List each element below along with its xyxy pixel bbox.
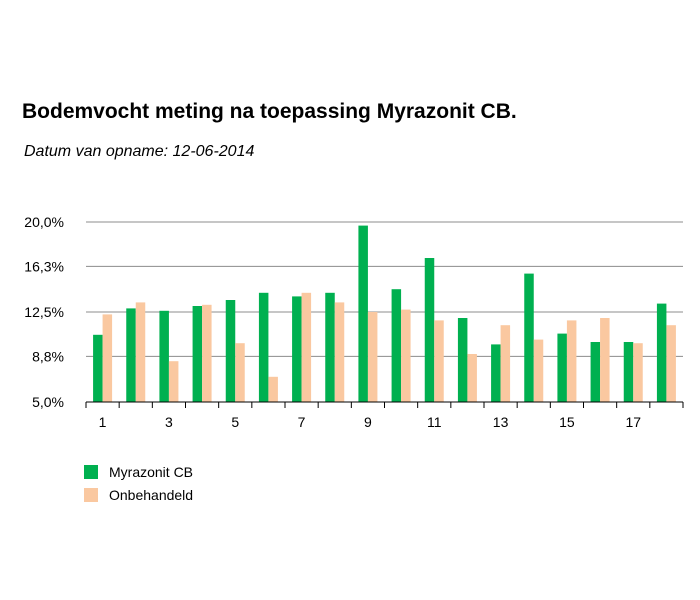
bar-series-2 bbox=[666, 325, 676, 402]
bar-series-1 bbox=[159, 310, 169, 402]
y-tick-label: 20,0% bbox=[24, 214, 64, 230]
legend-swatch-series-2 bbox=[84, 487, 98, 502]
bar-series-2 bbox=[633, 343, 643, 402]
bar-series-1 bbox=[292, 296, 302, 402]
y-tick-label: 16,3% bbox=[24, 258, 64, 274]
bar-series-1 bbox=[325, 292, 335, 402]
x-tick-labels: 1 3 5 7 9 11 13 15 17 bbox=[99, 414, 642, 430]
bar-series-2 bbox=[334, 302, 345, 402]
chart-title: Bodemvocht meting na toepassing Myrazoni… bbox=[22, 100, 517, 123]
bar-series-2 bbox=[135, 302, 146, 402]
x-tick-label: 13 bbox=[493, 414, 509, 430]
bar-series-1 bbox=[126, 308, 136, 402]
x-tick-label: 15 bbox=[559, 414, 575, 430]
legend-label-series-2: Onbehandeld bbox=[109, 486, 194, 503]
bar-series-2 bbox=[434, 320, 444, 402]
x-tick-label: 5 bbox=[231, 414, 239, 430]
bar-series-2 bbox=[566, 320, 577, 402]
x-tick-label: 11 bbox=[427, 414, 442, 430]
bar-series-1 bbox=[93, 334, 103, 402]
x-axis bbox=[85, 401, 684, 408]
legend-label-series-1: Myrazonit CB bbox=[109, 463, 194, 480]
legend-swatch-series-1 bbox=[84, 464, 98, 479]
x-tick-label: 1 bbox=[99, 414, 107, 430]
bar-series-2 bbox=[268, 376, 278, 402]
x-tick-label: 7 bbox=[298, 414, 306, 430]
y-tick-label: 5,0% bbox=[32, 394, 64, 410]
bar-series-2 bbox=[401, 309, 411, 402]
y-tick-label: 8,8% bbox=[32, 348, 64, 364]
bar-series-1 bbox=[491, 344, 501, 402]
bar-series-2 bbox=[102, 314, 113, 402]
bar-series-2 bbox=[367, 312, 378, 402]
y-tick-labels: 5,0% 8,8% 12,5% 16,3% 20,0% bbox=[24, 214, 64, 410]
bar-series-1 bbox=[424, 258, 435, 402]
bar-series-1 bbox=[258, 292, 269, 402]
x-tick-label: 9 bbox=[364, 414, 372, 430]
legend-item-series-1: Myrazonit CB bbox=[84, 460, 193, 483]
bar-series-2 bbox=[168, 361, 179, 402]
bar-series-1 bbox=[623, 342, 634, 402]
bar-series-2 bbox=[235, 343, 245, 402]
bar-series-1 bbox=[358, 225, 368, 402]
chart-subtitle: Datum van opname: 12-06-2014 bbox=[24, 143, 255, 160]
legend: Myrazonit CB Onbehandeld bbox=[84, 460, 193, 506]
x-tick-label: 17 bbox=[625, 414, 641, 430]
bar-series-2 bbox=[500, 325, 511, 402]
legend-item-series-2: Onbehandeld bbox=[84, 483, 193, 506]
bar-series-1 bbox=[656, 303, 667, 402]
bar-series-1 bbox=[457, 318, 468, 402]
bar-series-2 bbox=[600, 318, 610, 402]
bar-series-2 bbox=[202, 304, 212, 402]
bar-series-2 bbox=[301, 292, 312, 402]
x-tick-label: 3 bbox=[165, 414, 173, 430]
bar-series-1 bbox=[557, 333, 567, 402]
bar-series-1 bbox=[524, 273, 534, 402]
bar-series-2 bbox=[467, 354, 477, 402]
bars bbox=[93, 225, 676, 402]
bar-series-1 bbox=[225, 300, 236, 402]
bar-series-1 bbox=[590, 342, 601, 402]
bar-series-1 bbox=[391, 289, 402, 402]
y-tick-label: 12,5% bbox=[24, 304, 64, 320]
bar-series-2 bbox=[533, 339, 544, 402]
bar-series-1 bbox=[192, 306, 203, 402]
